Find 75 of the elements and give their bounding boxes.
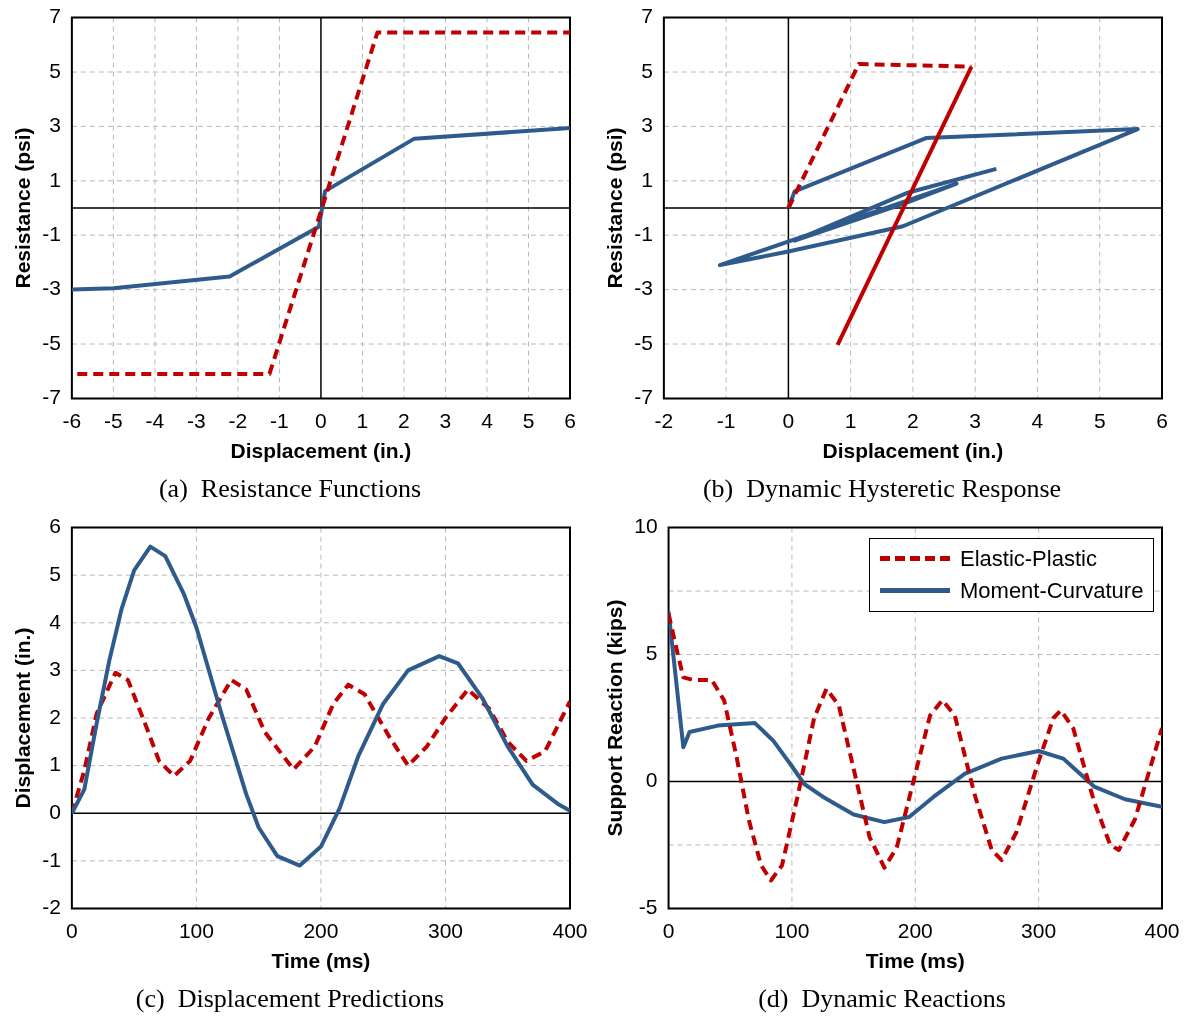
x-axis-title: Time (ms) [271, 949, 371, 972]
x-tick-label: 4 [481, 408, 494, 432]
y-tick-label: 0 [49, 800, 61, 823]
x-tick-label: 6 [564, 408, 576, 432]
x-tick-label: 400 [552, 918, 588, 942]
y-tick-label: 0 [645, 768, 658, 792]
y-tick-label: 5 [49, 58, 61, 82]
y-axis-title: Displacement (in.) [11, 627, 35, 809]
line-series [668, 611, 1162, 883]
y-tick-label: 2 [49, 704, 61, 728]
y-tick-label: -5 [634, 330, 653, 354]
x-tick-label: 6 [1156, 408, 1168, 432]
x-tick-label: 100 [178, 918, 214, 942]
y-tick-label: -1 [42, 222, 61, 245]
x-tick-label: -4 [145, 408, 165, 432]
x-tick-label: 5 [1093, 408, 1106, 432]
x-tick-label: 2 [398, 408, 410, 432]
x-tick-label: 0 [66, 918, 78, 942]
y-tick-label: 6 [49, 514, 61, 538]
y-tick-label: 4 [49, 609, 62, 633]
y-tick-label: 1 [49, 752, 61, 776]
legend-label: Elastic-Plastic [960, 544, 1097, 573]
y-tick-label: 3 [49, 657, 61, 681]
x-tick-label: 0 [315, 408, 327, 432]
x-tick-label: 4 [1031, 408, 1044, 432]
y-tick-label: 3 [49, 113, 61, 137]
text: (d) Dynamic Reactions [758, 984, 1006, 1014]
y-tick-label: 5 [641, 58, 653, 82]
y-tick-label: 5 [645, 641, 658, 665]
x-tick-label: 1 [844, 408, 857, 432]
x-axis-title: Displacement (in.) [230, 439, 412, 462]
x-tick-label: 400 [1144, 918, 1180, 942]
x-tick-label: 0 [782, 408, 795, 432]
x-tick-label: 3 [439, 408, 452, 432]
legend-label: Moment-Curvature [960, 576, 1144, 605]
y-tick-label: -7 [634, 385, 653, 409]
y-tick-label: -5 [638, 895, 658, 919]
text: (a) Resistance Functions [158, 474, 422, 504]
y-tick-label: 5 [49, 562, 61, 585]
x-tick-label: -3 [187, 408, 206, 432]
x-tick-label: 2 [907, 408, 919, 432]
y-axis-title: Support Reaction (kips) [603, 599, 627, 837]
y-tick-label: 1 [49, 167, 61, 191]
x-tick-label: 3 [969, 408, 982, 432]
x-tick-label: 200 [303, 918, 339, 942]
y-tick-label: -3 [42, 276, 61, 300]
y-tick-label: -3 [634, 276, 653, 300]
y-tick-label: 3 [641, 113, 653, 137]
y-tick-label: -2 [42, 895, 61, 919]
x-tick-label: 300 [1021, 918, 1057, 942]
y-tick-label: 7 [49, 4, 61, 28]
text: (b) Dynamic Hysteretic Response [702, 474, 1062, 504]
x-axis-title: Displacement (in.) [822, 439, 1004, 462]
x-axis-title: Time (ms) [865, 949, 965, 972]
x-tick-label: -2 [228, 408, 248, 432]
x-tick-label: -1 [716, 408, 736, 432]
x-tick-label: 0 [662, 918, 675, 942]
y-tick-label: -5 [42, 330, 61, 354]
y-tick-label: -1 [42, 847, 61, 871]
x-tick-label: -1 [270, 408, 289, 432]
y-axis-title: Resistance (psi) [11, 127, 35, 289]
y-tick-label: -7 [42, 385, 61, 409]
y-axis-title: Resistance (psi) [603, 127, 627, 289]
x-tick-label: 300 [427, 918, 463, 942]
x-tick-label: 5 [522, 408, 535, 432]
x-tick-label: 1 [356, 408, 369, 432]
y-tick-label: 7 [641, 4, 653, 28]
y-tick-label: 1 [641, 167, 653, 191]
x-tick-label: 200 [897, 918, 933, 942]
x-tick-label: -6 [62, 408, 82, 432]
x-tick-label: 100 [774, 918, 810, 942]
y-tick-label: -1 [634, 222, 653, 245]
x-tick-label: -5 [104, 408, 123, 432]
y-tick-label: 10 [634, 514, 658, 538]
text: (c) Displacement Predictions [135, 984, 445, 1014]
